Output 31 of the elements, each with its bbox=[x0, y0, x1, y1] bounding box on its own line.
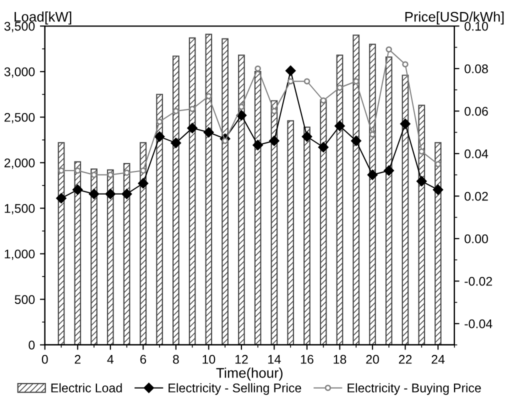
y2-tick-label: 0.04 bbox=[464, 149, 488, 158]
x-tick-label: 2 bbox=[74, 354, 80, 364]
y-tick-label: 500 bbox=[14, 295, 35, 304]
x-tick-label: 20 bbox=[366, 354, 379, 364]
legend-label: Electricity - Buying Price bbox=[348, 383, 481, 395]
y-tick-label: 1,000 bbox=[4, 250, 35, 260]
x-tick-label: 10 bbox=[202, 354, 216, 364]
y-tick-label: 1,500 bbox=[4, 204, 35, 214]
x-tick-label: 6 bbox=[140, 354, 146, 364]
y2-tick-label: 0.06 bbox=[464, 106, 488, 116]
x-tick-label: 14 bbox=[268, 355, 281, 364]
x-tick-label: 16 bbox=[300, 354, 314, 364]
legend-label: Electric Load bbox=[51, 383, 122, 392]
y-tick-label: 2,000 bbox=[4, 158, 35, 169]
y2-tick-label: 0.08 bbox=[464, 64, 488, 74]
x-tick-label: 4 bbox=[107, 355, 114, 364]
x-tick-label: 24 bbox=[432, 354, 445, 364]
x-tick-label: 22 bbox=[398, 354, 412, 364]
y2-tick-label: -0.04 bbox=[464, 319, 492, 328]
x-tick-label: 12 bbox=[235, 354, 248, 364]
y-tick-label: 0 bbox=[28, 340, 35, 350]
y2-tick-label: 0.02 bbox=[464, 192, 488, 201]
x-tick-label: 8 bbox=[172, 354, 179, 364]
x-tick-label: 18 bbox=[334, 354, 346, 364]
y-tick-label: 3,000 bbox=[4, 67, 35, 78]
y2-tick-label: -0.02 bbox=[464, 276, 492, 286]
x-tick-label: 0 bbox=[42, 354, 48, 364]
legend-label: Electricity - Selling Price bbox=[168, 383, 302, 395]
x-axis-title: Time(hour) bbox=[216, 368, 282, 381]
y-tick-label: 2,500 bbox=[4, 112, 35, 124]
y2-tick-label: 0.00 bbox=[464, 234, 488, 244]
